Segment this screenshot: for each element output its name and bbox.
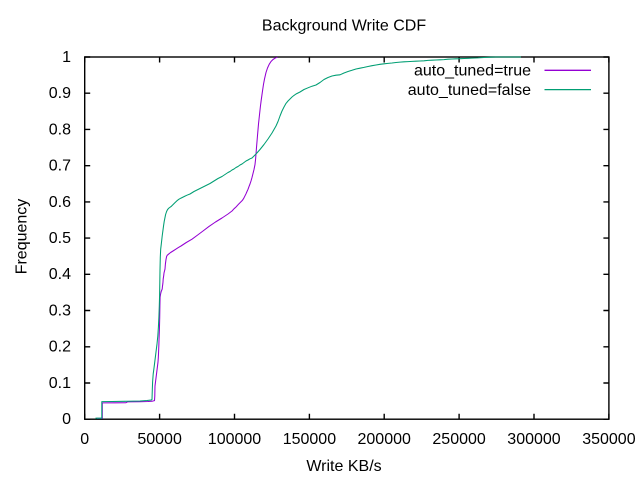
- svg-text:Frequency: Frequency: [14, 199, 31, 275]
- svg-text:0: 0: [62, 411, 71, 428]
- svg-text:Background Write CDF: Background Write CDF: [262, 18, 426, 35]
- svg-text:0.5: 0.5: [49, 230, 71, 247]
- svg-text:300000: 300000: [507, 431, 560, 448]
- svg-text:0.7: 0.7: [49, 158, 71, 175]
- svg-text:0.2: 0.2: [49, 339, 71, 356]
- svg-text:Write KB/s: Write KB/s: [306, 458, 381, 475]
- svg-text:0.6: 0.6: [49, 194, 71, 211]
- svg-text:250000: 250000: [432, 431, 485, 448]
- svg-text:200000: 200000: [358, 431, 411, 448]
- svg-text:0.8: 0.8: [49, 121, 71, 138]
- svg-text:1: 1: [62, 49, 71, 66]
- svg-text:0.3: 0.3: [49, 302, 71, 319]
- svg-text:auto_tuned=false: auto_tuned=false: [408, 82, 531, 99]
- svg-text:0.4: 0.4: [49, 266, 71, 283]
- svg-text:350000: 350000: [582, 431, 635, 448]
- svg-text:0.1: 0.1: [49, 375, 71, 392]
- svg-text:0: 0: [80, 431, 89, 448]
- svg-text:0.9: 0.9: [49, 85, 71, 102]
- svg-text:150000: 150000: [283, 431, 336, 448]
- svg-text:50000: 50000: [137, 431, 182, 448]
- svg-text:100000: 100000: [208, 431, 261, 448]
- svg-text:auto_tuned=true: auto_tuned=true: [414, 63, 531, 80]
